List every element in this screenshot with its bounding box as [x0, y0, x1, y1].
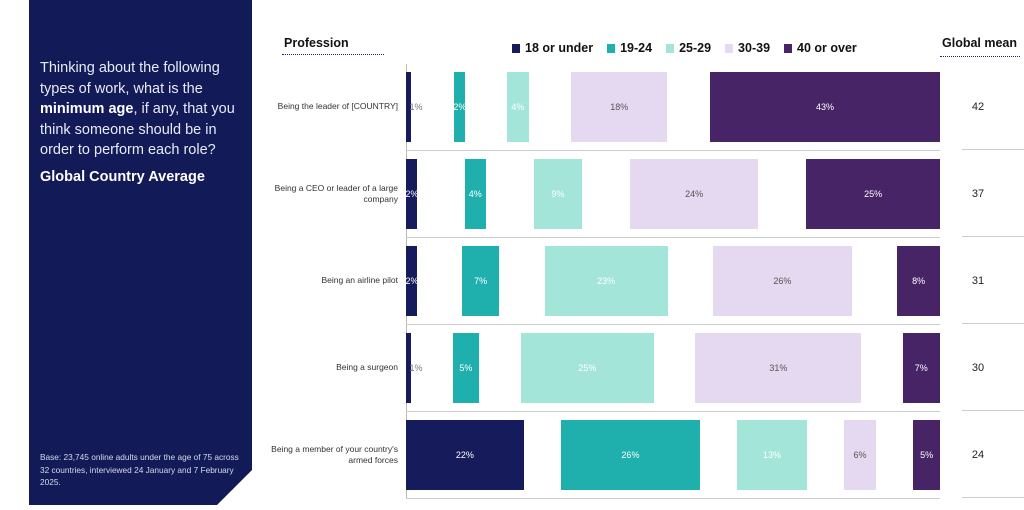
bar-30-39	[629, 159, 759, 229]
bar-40-or-over	[897, 246, 940, 316]
legend-label: 18 or under	[525, 41, 594, 55]
bar-40-or-over	[806, 159, 940, 229]
bar-19-24	[453, 72, 465, 142]
data-label: 1%	[409, 363, 423, 373]
base-note: Base: 23,745 online adults under the age…	[40, 452, 239, 487]
bar-40-or-over	[709, 72, 940, 142]
legend-item: 19-24	[607, 41, 652, 55]
category-label: Being a CEO or leader of a large company	[274, 183, 398, 204]
global-mean-value: 30	[971, 362, 985, 374]
data-label: 31%	[769, 363, 788, 373]
data-label: 5%	[459, 363, 473, 373]
question-panel	[29, 0, 252, 505]
global-mean-header: Global mean	[942, 36, 1018, 50]
global-mean-value: 37	[971, 188, 985, 200]
question-pre: Thinking about the following types of wo…	[40, 60, 220, 97]
bar-18-or-under	[406, 420, 524, 490]
global-mean-value: 24	[971, 449, 985, 461]
legend-swatch	[607, 43, 616, 53]
legend: 18 or under 19-24 25-29 30-39 40 or over	[512, 41, 857, 55]
question-post: , if any, that you think someone should …	[40, 101, 235, 158]
row-divider	[406, 150, 940, 151]
data-label: 43%	[815, 102, 834, 112]
category-label: Being a surgeon	[336, 362, 398, 372]
row-divider	[406, 411, 940, 412]
data-label: 22%	[455, 450, 474, 460]
mean-divider	[962, 323, 1024, 324]
global-mean-value: 42	[971, 101, 985, 113]
mean-divider	[962, 149, 1024, 150]
bar-30-39	[695, 333, 862, 403]
legend-item: 18 or under	[512, 41, 593, 55]
bar-18-or-under	[406, 159, 417, 229]
bar-30-39	[843, 420, 877, 490]
bar-19-24	[464, 159, 486, 229]
data-label: 4%	[468, 189, 482, 199]
bar-18-or-under	[406, 333, 412, 403]
legend-label: 25-29	[679, 41, 712, 55]
legend-item: 30-39	[725, 41, 770, 55]
data-label: 7%	[474, 276, 488, 286]
data-label: 2%	[453, 102, 467, 112]
legend-label: 40 or over	[797, 41, 857, 55]
data-label: 7%	[914, 363, 928, 373]
data-label: 25%	[578, 363, 597, 373]
data-label: 26%	[773, 276, 792, 286]
question-bold: minimum age	[40, 101, 134, 117]
data-label: 6%	[853, 450, 867, 460]
mean-divider	[962, 497, 1024, 498]
data-label: 13%	[762, 450, 781, 460]
data-label: 25%	[864, 189, 883, 199]
bar-30-39	[712, 246, 852, 316]
bar-19-24	[452, 333, 480, 403]
legend-label: 30-39	[738, 41, 771, 55]
data-label: 18%	[610, 102, 629, 112]
legend-swatch	[666, 43, 675, 53]
data-label: 2%	[405, 189, 419, 199]
bar-25-29	[544, 246, 668, 316]
data-label: 24%	[685, 189, 704, 199]
bar-19-24	[560, 420, 700, 490]
legend-swatch	[725, 43, 734, 53]
legend-item: 40 or over	[784, 41, 857, 55]
category-label: Being an airline pilot	[321, 275, 398, 285]
profession-header: Profession	[284, 36, 349, 50]
data-label: 5%	[920, 450, 934, 460]
bar-25-29	[737, 420, 807, 490]
bar-25-29	[520, 333, 655, 403]
data-label: 23%	[597, 276, 616, 286]
row-divider	[406, 498, 940, 499]
mean-divider	[962, 410, 1024, 411]
subtitle: Global Country Average	[40, 169, 205, 185]
question-text: Thinking about the following types of wo…	[40, 58, 250, 161]
row-divider	[406, 237, 940, 238]
legend-swatch	[512, 43, 520, 53]
bar-25-29	[507, 72, 529, 142]
category-label: Being the leader of [COUNTRY]	[277, 101, 398, 111]
category-label: Being a member of your country's armed f…	[271, 444, 398, 465]
profession-underline	[282, 54, 384, 55]
bar-30-39	[571, 72, 668, 142]
mean-divider	[962, 236, 1024, 237]
bar-18-or-under	[406, 246, 417, 316]
global-mean-value: 31	[971, 275, 985, 287]
data-label: 1%	[409, 102, 423, 112]
bar-40-or-over	[902, 333, 940, 403]
row-divider	[406, 324, 940, 325]
data-label: 9%	[551, 189, 565, 199]
bar-40-or-over	[913, 420, 940, 490]
mean-underline	[940, 56, 1020, 57]
bar-18-or-under	[406, 72, 412, 142]
legend-label: 19-24	[620, 41, 653, 55]
legend-swatch	[784, 43, 793, 53]
bar-25-29	[533, 159, 583, 229]
data-label: 8%	[912, 276, 926, 286]
data-label: 4%	[511, 102, 525, 112]
data-label: 2%	[405, 276, 419, 286]
data-label: 26%	[621, 450, 640, 460]
legend-item: 25-29	[666, 41, 711, 55]
bar-19-24	[461, 246, 500, 316]
